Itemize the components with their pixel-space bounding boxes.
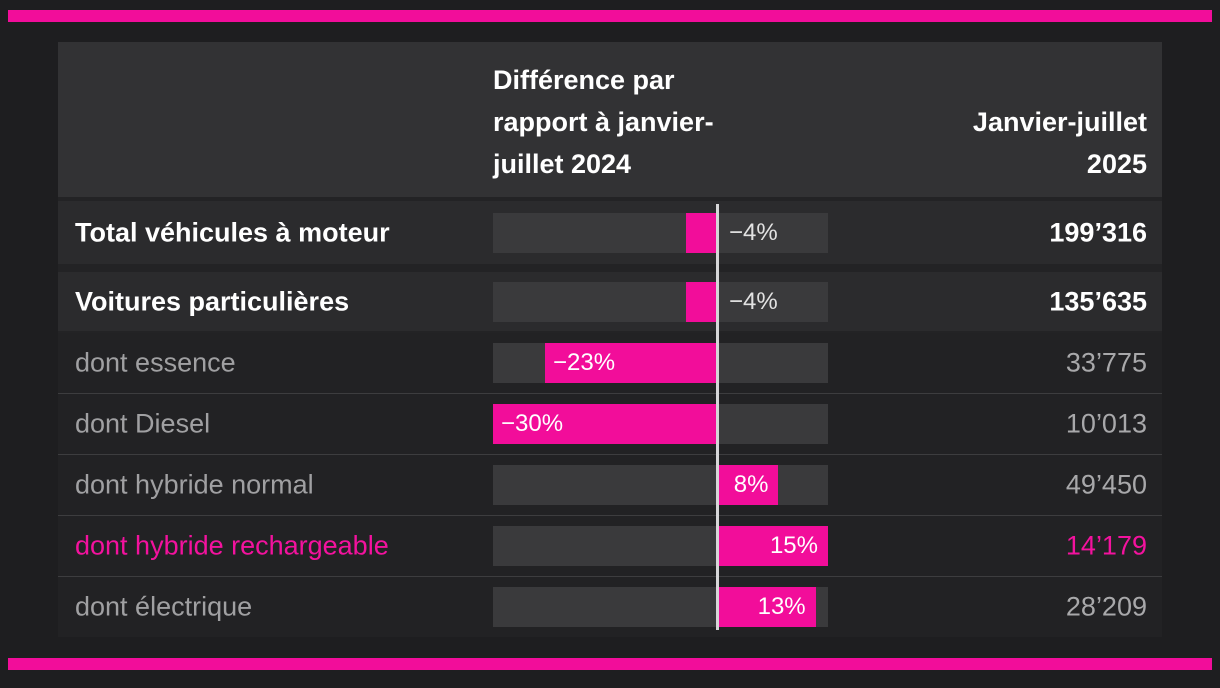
row-separator (58, 264, 1162, 272)
fuel-type-rows: dont essence −23% 33’775 dont Diesel −30% 10’… (58, 333, 1162, 637)
row-label: dont hybride normal (75, 469, 314, 500)
row-separator (58, 197, 1162, 201)
bottom-accent-bar (8, 658, 1212, 670)
difference-bar (719, 587, 816, 627)
zero-axis-line (716, 204, 719, 630)
bar-track: 8% (493, 465, 828, 505)
row-label: Voitures particulières (75, 286, 350, 316)
difference-bar (545, 343, 716, 383)
percent-label: 8% (733, 471, 769, 498)
row-value: 33’775 (1065, 347, 1147, 378)
difference-bar (686, 212, 716, 253)
header-period-column: Janvier-juillet 2025 (973, 101, 1147, 185)
header-line: Différence par (493, 65, 675, 95)
top-accent-bar (8, 10, 1212, 22)
bold-rows: Total véhicules à moteur −4% 199’316 Voitur… (58, 201, 1162, 331)
header-line: 2025 (1086, 149, 1147, 179)
percent-label: 15% (769, 532, 818, 559)
header-difference-column: Différence par rapport à janvier- juille… (493, 59, 714, 185)
row-value: 10’013 (1065, 408, 1147, 439)
header-line: rapport à janvier- (493, 107, 714, 137)
table-header: Différence par rapport à janvier- juille… (58, 42, 1162, 197)
bar-track: −4% (493, 212, 828, 253)
row-value: 28’209 (1065, 591, 1147, 622)
table-row: Total véhicules à moteur −4% 199’316 (58, 201, 1162, 264)
row-label: dont hybride rechargeable (75, 530, 389, 561)
row-value: 199’316 (1049, 217, 1147, 247)
difference-bar (686, 281, 716, 322)
table-row: dont Diesel −30% 10’013 (58, 393, 1162, 454)
bar-track: −30% (493, 404, 828, 444)
row-value: 14’179 (1065, 530, 1147, 561)
table-row: dont essence −23% 33’775 (58, 333, 1162, 393)
difference-bar (719, 465, 779, 505)
stats-table: Différence par rapport à janvier- juille… (58, 42, 1162, 637)
percent-label: −4% (729, 287, 778, 315)
percent-label: −23% (553, 349, 616, 376)
table-row: dont hybride rechargeable 15% 14’179 (58, 515, 1162, 576)
table-row: Voitures particulières −4% 135’635 (58, 272, 1162, 331)
row-label: dont Diesel (75, 408, 211, 439)
bar-track: −4% (493, 281, 828, 322)
bar-track: −23% (493, 343, 828, 383)
difference-bar (493, 404, 716, 444)
row-label: dont électrique (75, 591, 253, 622)
header-line: juillet 2024 (493, 149, 632, 179)
percent-label: 13% (757, 593, 806, 620)
table-row: dont électrique 13% 28’209 (58, 576, 1162, 637)
bar-track: 13% (493, 587, 828, 627)
header-line: Janvier-juillet (972, 107, 1147, 137)
percent-label: −30% (501, 410, 564, 437)
row-separator (58, 331, 1162, 333)
table-row: dont hybride normal 8% 49’450 (58, 454, 1162, 515)
row-value: 135’635 (1049, 286, 1147, 316)
row-label: Total véhicules à moteur (75, 217, 390, 247)
row-value: 49’450 (1065, 469, 1147, 500)
percent-label: −4% (729, 218, 778, 246)
bar-track: 15% (493, 526, 828, 566)
row-label: dont essence (75, 347, 236, 378)
difference-bar (719, 526, 828, 566)
